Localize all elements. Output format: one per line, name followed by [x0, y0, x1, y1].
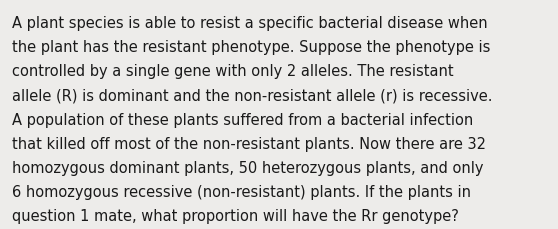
Text: controlled by a single gene with only 2 alleles. The resistant: controlled by a single gene with only 2 …	[12, 64, 454, 79]
Text: that killed off most of the non-resistant plants. Now there are 32: that killed off most of the non-resistan…	[12, 136, 486, 151]
Text: allele (R) is dominant and the non-resistant allele (r) is recessive.: allele (R) is dominant and the non-resis…	[12, 88, 493, 103]
Text: A plant species is able to resist a specific bacterial disease when: A plant species is able to resist a spec…	[12, 16, 488, 31]
Text: question 1 mate, what proportion will have the Rr genotype?: question 1 mate, what proportion will ha…	[12, 208, 459, 223]
Text: homozygous dominant plants, 50 heterozygous plants, and only: homozygous dominant plants, 50 heterozyg…	[12, 160, 484, 175]
Text: A population of these plants suffered from a bacterial infection: A population of these plants suffered fr…	[12, 112, 474, 127]
Text: the plant has the resistant phenotype. Suppose the phenotype is: the plant has the resistant phenotype. S…	[12, 40, 490, 55]
Text: 6 homozygous recessive (non-resistant) plants. If the plants in: 6 homozygous recessive (non-resistant) p…	[12, 184, 472, 199]
